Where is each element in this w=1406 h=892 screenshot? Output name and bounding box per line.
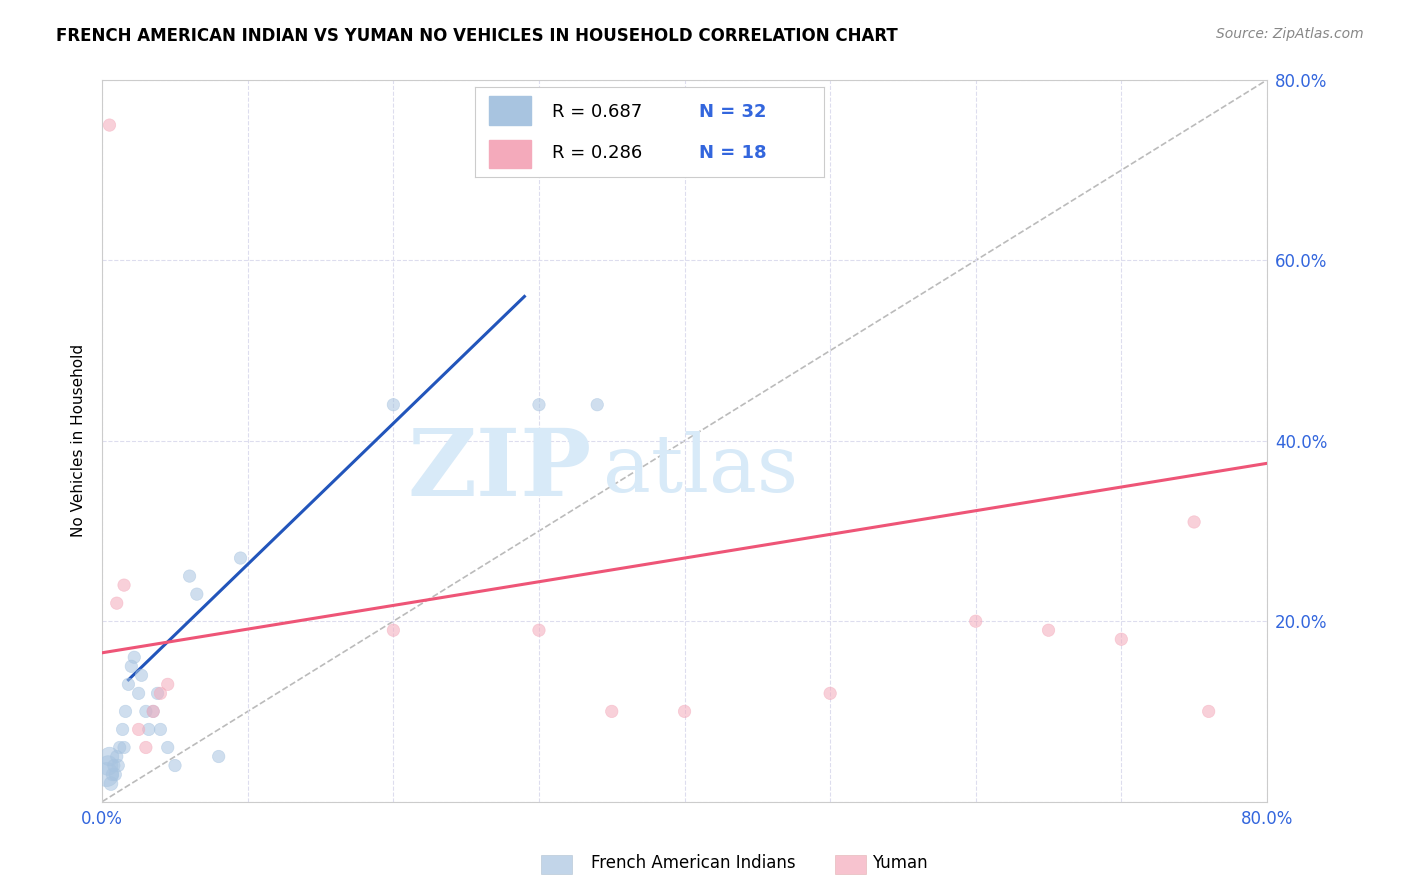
Point — [104, 767, 127, 781]
Point — [128, 686, 150, 700]
Point — [105, 596, 128, 610]
Point — [586, 398, 609, 412]
Point — [208, 749, 231, 764]
Point — [142, 705, 165, 719]
Point — [108, 740, 131, 755]
Point — [673, 705, 696, 719]
Point — [96, 767, 118, 781]
Point — [135, 740, 157, 755]
Point — [382, 624, 405, 638]
Point — [112, 740, 135, 755]
Point — [111, 723, 134, 737]
Point — [112, 578, 135, 592]
Point — [527, 398, 550, 412]
Point — [107, 758, 129, 772]
Text: Source: ZipAtlas.com: Source: ZipAtlas.com — [1216, 27, 1364, 41]
Point — [114, 705, 136, 719]
Point — [163, 758, 186, 772]
Point — [600, 705, 623, 719]
Point — [135, 705, 157, 719]
Text: atlas: atlas — [603, 431, 799, 508]
Point — [103, 758, 125, 772]
Point — [818, 686, 841, 700]
Point — [138, 723, 160, 737]
Point — [146, 686, 169, 700]
Point — [382, 398, 405, 412]
Point — [117, 677, 139, 691]
Text: FRENCH AMERICAN INDIAN VS YUMAN NO VEHICLES IN HOUSEHOLD CORRELATION CHART: FRENCH AMERICAN INDIAN VS YUMAN NO VEHIC… — [56, 27, 898, 45]
Point — [128, 723, 150, 737]
Point — [105, 749, 128, 764]
Y-axis label: No Vehicles in Household: No Vehicles in Household — [72, 344, 86, 537]
Point — [229, 551, 252, 566]
Point — [149, 686, 172, 700]
Point — [98, 749, 121, 764]
Point — [149, 723, 172, 737]
Point — [101, 767, 124, 781]
Point — [1038, 624, 1060, 638]
Text: ZIP: ZIP — [408, 425, 592, 515]
Point — [1182, 515, 1205, 529]
Point — [1111, 632, 1133, 647]
Point — [186, 587, 208, 601]
Point — [98, 118, 121, 132]
Point — [120, 659, 142, 673]
Point — [97, 758, 120, 772]
Point — [142, 705, 165, 719]
Point — [527, 624, 550, 638]
Point — [131, 668, 153, 682]
Point — [156, 677, 179, 691]
Point — [965, 614, 987, 628]
Point — [100, 776, 122, 790]
Point — [179, 569, 201, 583]
Point — [156, 740, 179, 755]
Text: Yuman: Yuman — [872, 855, 928, 872]
Point — [1198, 705, 1220, 719]
Point — [122, 650, 145, 665]
Text: French American Indians: French American Indians — [591, 855, 796, 872]
